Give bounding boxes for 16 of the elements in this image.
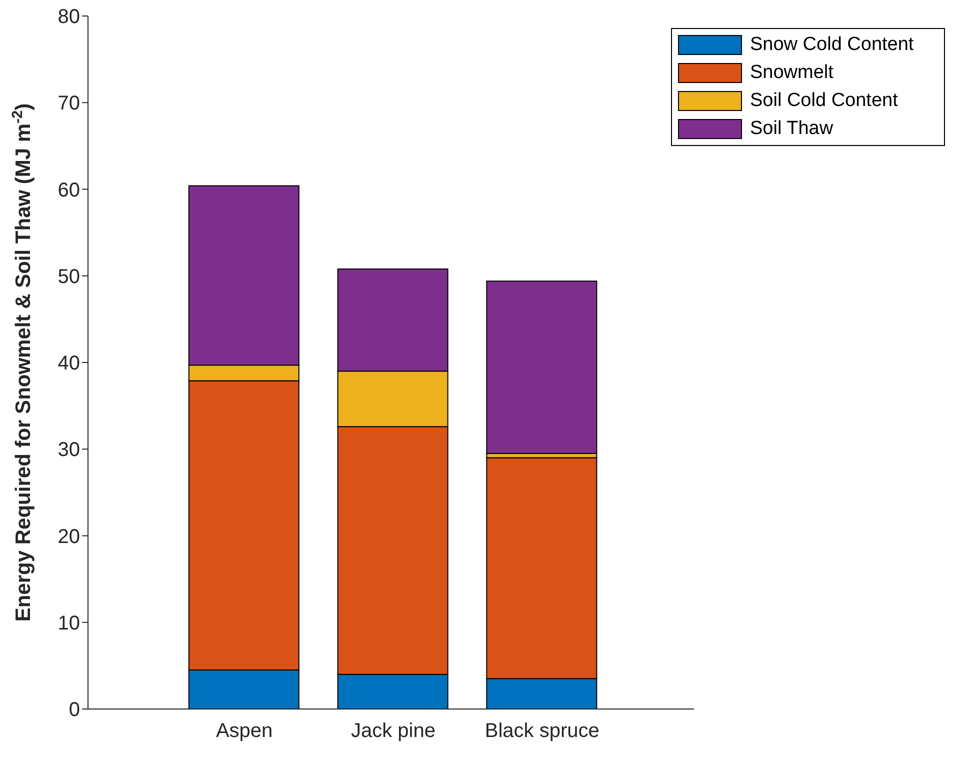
legend-label: Soil Cold Content — [750, 90, 898, 112]
y-tick-label: 80 — [58, 6, 80, 28]
y-tick-label: 30 — [58, 439, 80, 462]
y-tick-label: 70 — [58, 92, 80, 115]
x-tick-label: Aspen — [216, 720, 273, 742]
y-tick-label: 10 — [58, 612, 80, 634]
x-tick-label: Black spruce — [484, 720, 600, 742]
legend-label: Soil Thaw — [750, 118, 834, 140]
y-tick-label: 0 — [68, 699, 80, 722]
y-tick-label: 40 — [58, 352, 80, 375]
legend-label: Snowmelt — [750, 62, 834, 84]
legend-label: Snow Cold Content — [750, 34, 914, 56]
y-tick-label: 60 — [58, 179, 80, 202]
y-tick-label: 20 — [58, 526, 80, 548]
x-tick-label: Jack pine — [350, 720, 436, 742]
y-tick-label: 50 — [58, 266, 80, 288]
